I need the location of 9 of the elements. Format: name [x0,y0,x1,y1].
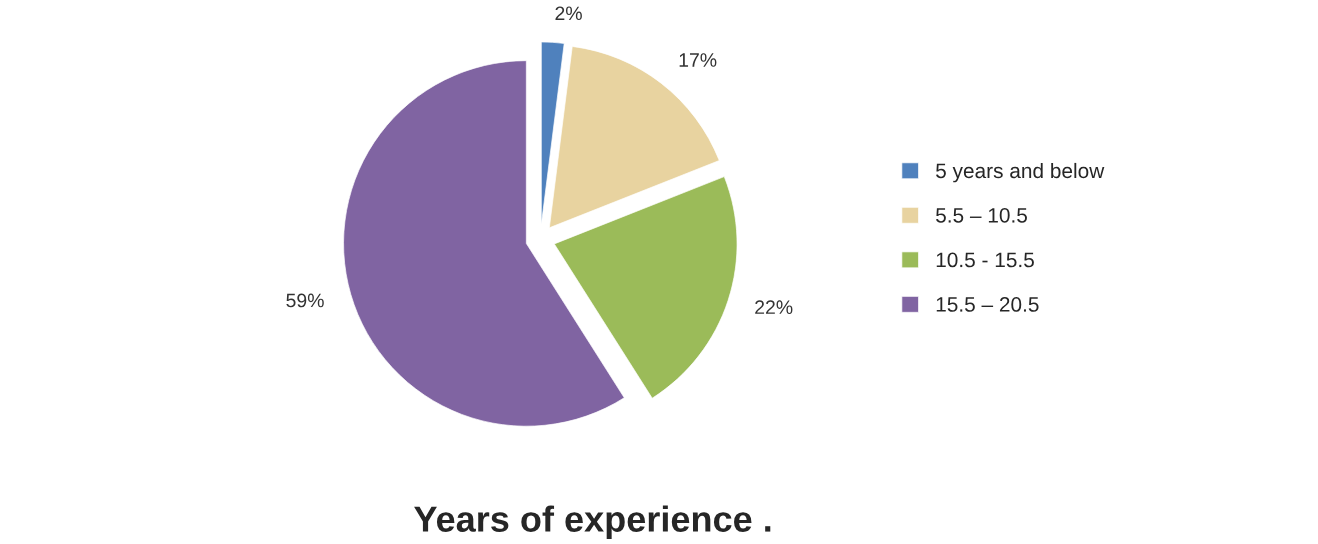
data-label: 22% [755,300,793,314]
legend-label: 5.5 – 10.5 [936,207,1027,223]
legend-label: 10.5 - 15.5 [936,252,1034,268]
text: Years of experience . [414,505,771,540]
data-label: 2% [555,6,582,21]
data-label: 17% [679,53,717,67]
data-label: 59% [286,293,324,308]
legend-label: 5 years and below [936,162,1105,183]
legend-label: 15.5 – 20.5 [936,297,1039,312]
